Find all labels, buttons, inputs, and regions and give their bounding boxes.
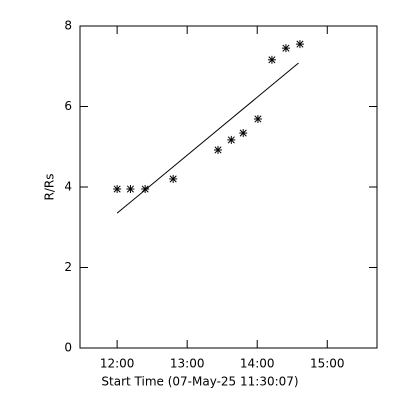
asterisk-stroke	[227, 136, 235, 144]
x-tick-label: 15:00	[310, 357, 345, 371]
x-tick-label: 14:00	[240, 357, 275, 371]
asterisk-stroke	[169, 175, 177, 183]
asterisk-point	[141, 185, 150, 194]
y-axis-label: R/Rs	[43, 174, 57, 201]
asterisk-point	[213, 145, 222, 154]
asterisk-stroke	[268, 56, 276, 64]
asterisk-point	[113, 185, 122, 194]
asterisk-point	[227, 135, 236, 144]
asterisk-point	[281, 44, 290, 53]
y-tick-label: 0	[64, 341, 72, 355]
y-tick-label: 8	[64, 19, 72, 33]
x-tick-label: 12:00	[100, 357, 135, 371]
x-axis-label: Start Time (07-May-25 11:30:07)	[101, 375, 298, 389]
asterisk-stroke	[214, 146, 222, 154]
asterisk-stroke	[126, 185, 134, 193]
fit-line	[116, 62, 299, 214]
asterisk-point	[239, 129, 248, 138]
y-tick-label: 6	[64, 99, 72, 113]
y-tick-label: 4	[64, 180, 72, 194]
asterisk-stroke	[254, 115, 262, 123]
asterisk-stroke	[239, 129, 247, 137]
plot-frame	[79, 25, 378, 349]
asterisk-point	[267, 55, 276, 64]
asterisk-stroke	[296, 40, 304, 48]
x-tick-label: 13:00	[170, 357, 205, 371]
asterisk-point	[253, 114, 262, 123]
asterisk-point	[295, 40, 304, 49]
asterisk-stroke	[113, 185, 121, 193]
asterisk-stroke	[282, 44, 290, 52]
asterisk-point	[126, 185, 135, 194]
y-tick-label: 2	[64, 260, 72, 274]
asterisk-point	[169, 174, 178, 183]
